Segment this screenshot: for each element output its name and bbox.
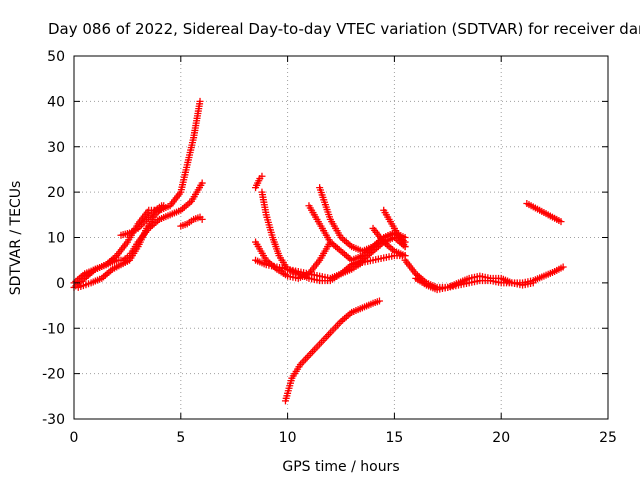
- x-tick-label: 15: [385, 430, 403, 446]
- y-tick-label: 50: [47, 49, 65, 65]
- data-point: [158, 202, 166, 210]
- series-arc2: [70, 179, 206, 287]
- y-tick-label: 30: [47, 140, 65, 156]
- x-tick-label: 0: [70, 430, 79, 446]
- y-axis-label: SDTVAR / TECUs: [8, 181, 24, 296]
- x-axis-label: GPS time / hours: [282, 459, 399, 475]
- y-tick-label: 40: [47, 94, 65, 110]
- data-point: [529, 279, 537, 287]
- data-point: [198, 179, 206, 187]
- series-arc17: [412, 274, 537, 294]
- y-tick-label: 20: [47, 185, 65, 201]
- data-layer: [70, 97, 567, 405]
- series-arc14: [380, 206, 409, 251]
- x-tick-label: 20: [492, 430, 510, 446]
- data-point: [401, 243, 409, 251]
- series-arc13: [369, 224, 409, 260]
- series-arc8: [252, 238, 334, 282]
- data-point: [557, 218, 565, 226]
- data-point: [258, 172, 266, 180]
- y-tick-label: 10: [47, 231, 65, 247]
- x-tick-label: 10: [279, 430, 297, 446]
- chart-title: Day 086 of 2022, Sidereal Day-to-day VTE…: [48, 20, 640, 38]
- series-arc4: [117, 202, 166, 239]
- data-point: [196, 97, 204, 105]
- x-tick-label: 25: [599, 430, 617, 446]
- series-arc18: [523, 199, 565, 226]
- data-point: [375, 297, 383, 305]
- y-tick-label: -20: [42, 367, 65, 383]
- ticks: 0 5 10 15 20 25 -30 -20 -10 0 10 20 30 40 50: [42, 49, 617, 446]
- data-point: [559, 263, 567, 271]
- data-point: [198, 215, 206, 223]
- series-arc5: [177, 213, 206, 230]
- x-tick-label: 5: [176, 430, 185, 446]
- series-arc15: [281, 297, 383, 405]
- y-tick-label: -30: [42, 412, 65, 428]
- series-arc1: [70, 97, 204, 291]
- series-arc9: [252, 256, 356, 282]
- y-tick-label: -10: [42, 321, 65, 337]
- y-tick-label: 0: [56, 276, 65, 292]
- series-arc6: [252, 172, 266, 192]
